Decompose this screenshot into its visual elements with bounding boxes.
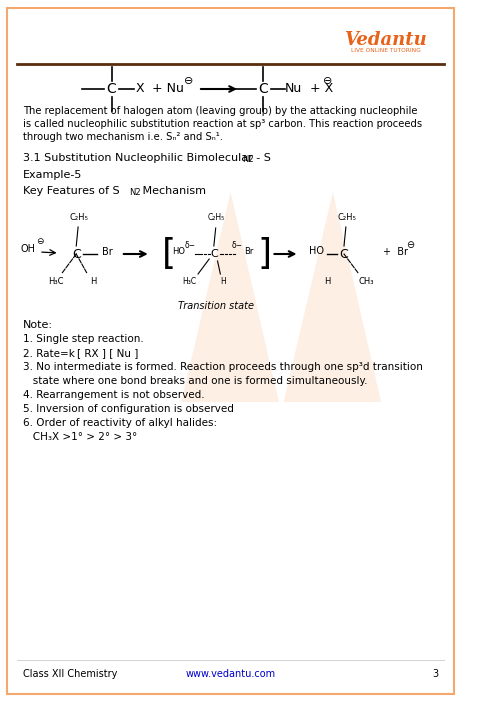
Text: is called nucleophilic substitution reaction at sp³ carbon. This reaction procee: is called nucleophilic substitution reac…: [23, 119, 423, 129]
Text: through two mechanism i.e. Sₙ² and Sₙ¹.: through two mechanism i.e. Sₙ² and Sₙ¹.: [23, 132, 223, 142]
Text: N2: N2: [242, 155, 253, 164]
Text: ⊖: ⊖: [184, 76, 193, 86]
Text: Key Features of S: Key Features of S: [23, 186, 120, 196]
Text: + Nu: + Nu: [152, 81, 185, 95]
Text: H₃C: H₃C: [183, 277, 197, 286]
Text: ⊖: ⊖: [36, 237, 44, 246]
Text: CH₃X >1° > 2° > 3°: CH₃X >1° > 2° > 3°: [23, 432, 137, 442]
Text: H: H: [324, 277, 330, 286]
Polygon shape: [284, 192, 381, 402]
Text: [: [: [162, 237, 176, 271]
Text: H: H: [90, 277, 96, 286]
Text: C: C: [210, 249, 218, 259]
Text: HO: HO: [172, 248, 185, 256]
Text: C: C: [107, 82, 117, 96]
Text: +  Br: + Br: [383, 247, 408, 257]
Text: ]: ]: [257, 237, 271, 271]
Text: 3. No intermediate is formed. Reaction proceeds through one sp³d transition: 3. No intermediate is formed. Reaction p…: [23, 362, 423, 372]
Text: 2. Rate=k [ RX ] [ Nu ]: 2. Rate=k [ RX ] [ Nu ]: [23, 348, 138, 358]
Text: Transition state: Transition state: [178, 301, 253, 311]
Text: N2: N2: [129, 188, 141, 197]
Text: LIVE ONLINE TUTORING: LIVE ONLINE TUTORING: [351, 48, 421, 53]
Text: OH: OH: [20, 244, 35, 254]
Text: Vedantu: Vedantu: [344, 31, 427, 49]
Text: ⊖: ⊖: [322, 76, 332, 86]
Text: 4. Rearrangement is not observed.: 4. Rearrangement is not observed.: [23, 390, 205, 400]
Text: δ−: δ−: [232, 241, 243, 249]
Text: Nu: Nu: [285, 83, 303, 95]
Text: 1. Single step reaction.: 1. Single step reaction.: [23, 334, 144, 344]
Text: δ−: δ−: [185, 241, 196, 249]
Text: C₂H₅: C₂H₅: [208, 213, 225, 223]
Text: Mechanism: Mechanism: [138, 186, 205, 196]
Text: X: X: [136, 83, 145, 95]
Text: C: C: [72, 248, 81, 260]
Text: H: H: [220, 277, 226, 286]
Text: C₂H₅: C₂H₅: [337, 213, 356, 223]
Text: Example-5: Example-5: [23, 170, 83, 180]
Text: 3.1 Substitution Nucleophilic Bimolecular - S: 3.1 Substitution Nucleophilic Bimolecula…: [23, 153, 271, 163]
Text: CH₃: CH₃: [359, 277, 374, 286]
Text: C: C: [258, 82, 268, 96]
Text: Br: Br: [102, 247, 112, 257]
Text: ⊖: ⊖: [406, 240, 414, 250]
Text: 3: 3: [433, 669, 439, 679]
Text: The replacement of halogen atom (leaving group) by the attacking nucleophile: The replacement of halogen atom (leaving…: [23, 106, 418, 116]
Text: www.vedantu.com: www.vedantu.com: [186, 669, 276, 679]
Text: state where one bond breaks and one is formed simultaneously.: state where one bond breaks and one is f…: [23, 376, 368, 386]
Text: + X: + X: [310, 81, 333, 95]
Text: 5. Inversion of configuration is observed: 5. Inversion of configuration is observe…: [23, 404, 234, 414]
Text: HO: HO: [309, 246, 323, 256]
Text: 6. Order of reactivity of alkyl halides:: 6. Order of reactivity of alkyl halides:: [23, 418, 217, 428]
Text: Br: Br: [245, 248, 254, 256]
Text: C₂H₅: C₂H₅: [69, 213, 88, 223]
Text: C: C: [340, 248, 348, 260]
Text: Note:: Note:: [23, 320, 53, 330]
Text: H₃C: H₃C: [48, 277, 63, 286]
Text: Class XII Chemistry: Class XII Chemistry: [23, 669, 118, 679]
Polygon shape: [182, 192, 279, 402]
